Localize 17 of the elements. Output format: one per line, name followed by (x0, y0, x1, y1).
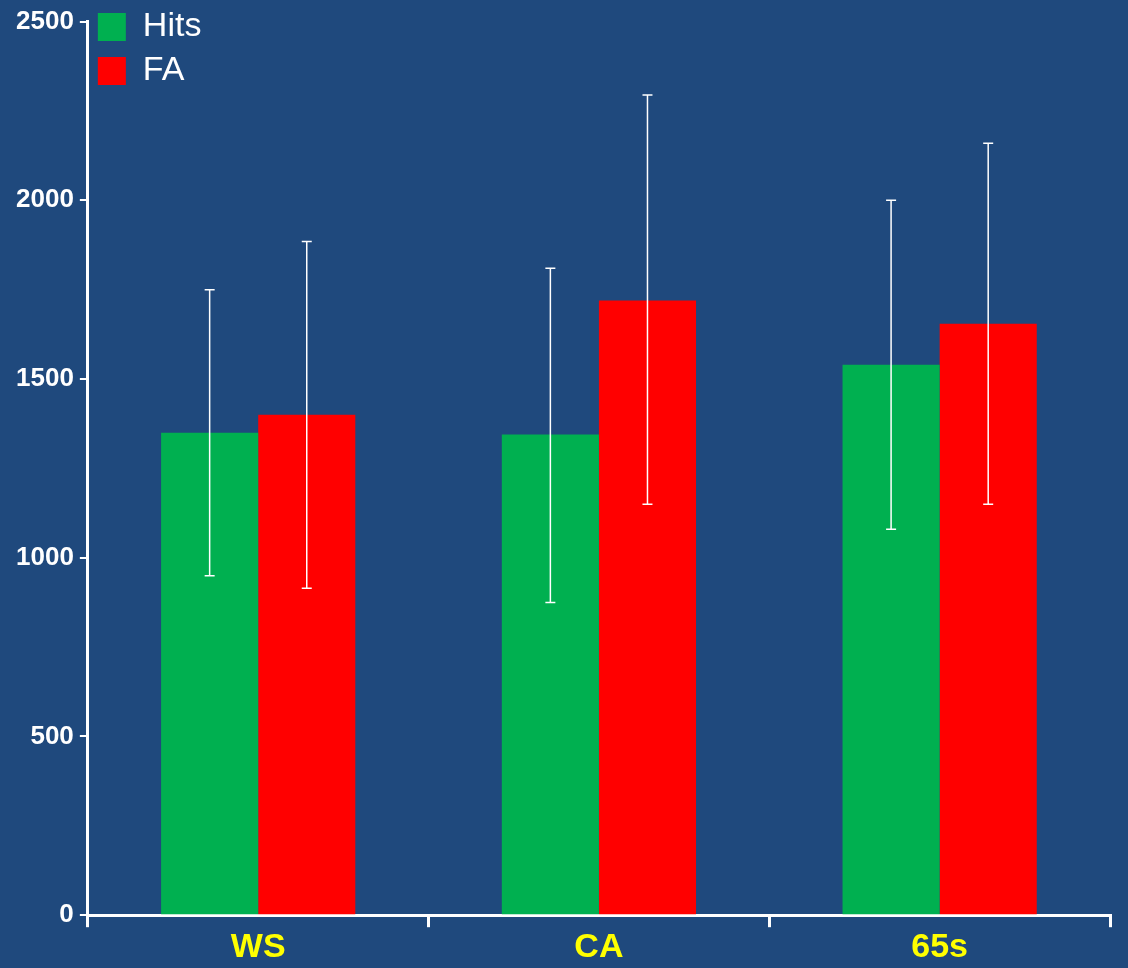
x-tick-label: 65s (911, 925, 969, 964)
x-tick-label: CA (574, 925, 624, 964)
y-tick-label: 0 (59, 898, 74, 929)
legend-label: Hits (142, 5, 202, 44)
bar (258, 414, 356, 915)
bar (842, 364, 940, 915)
y-tick-label: 500 (30, 719, 74, 750)
y-tick-label: 2000 (16, 183, 74, 214)
y-tick-label: 1500 (16, 362, 74, 393)
legend-label: FA (142, 49, 185, 88)
y-tick-label: 2500 (16, 4, 74, 35)
bar (501, 434, 599, 915)
x-tick-label: WS (230, 925, 286, 964)
y-tick-label: 1000 (16, 540, 74, 571)
bar (939, 323, 1037, 915)
bar (598, 300, 697, 915)
bar (161, 432, 259, 915)
